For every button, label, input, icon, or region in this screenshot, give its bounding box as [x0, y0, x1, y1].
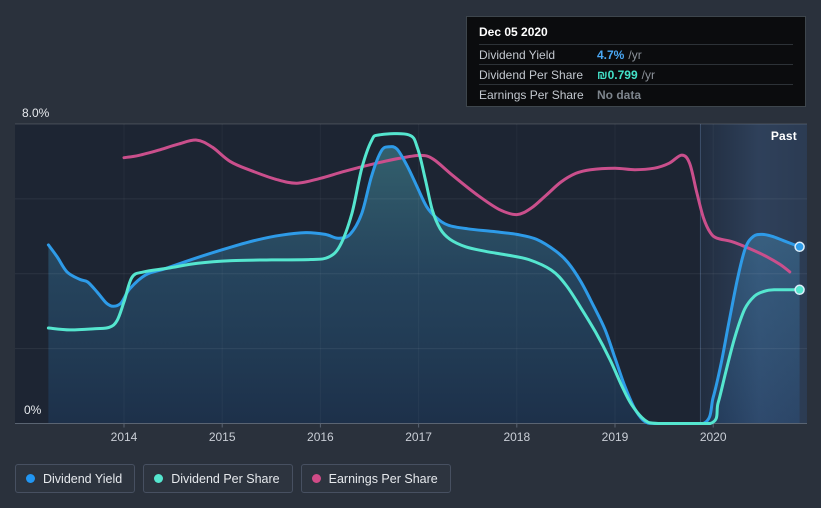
y-axis-label-bottom: 0% [24, 403, 42, 417]
x-axis-label: 2017 [405, 430, 432, 444]
dividend-yield-line [46, 145, 802, 425]
tooltip-row-suffix: /yr [628, 47, 642, 62]
tooltip-row-label: Dividend Yield [479, 47, 556, 62]
tooltip-row-label: Earnings Per Share [479, 87, 584, 102]
legend-item-dividend-per-share[interactable]: Dividend Per Share [143, 464, 293, 493]
chart-tooltip: Dec 05 2020 Dividend Yield 4.7% /yr Divi… [466, 16, 806, 107]
legend-item-label: Dividend Yield [43, 471, 123, 486]
legend-dot [311, 474, 321, 483]
x-axis-label: 2014 [110, 430, 138, 444]
x-axis-label: 2018 [503, 430, 531, 444]
dividend-yield-area [48, 146, 800, 424]
legend-item-label: Earnings Per Share [328, 471, 438, 486]
tooltip-date: Dec 05 2020 [479, 25, 548, 39]
x-axis-label: 2015 [208, 430, 236, 444]
dividend-per-share-line [46, 132, 802, 425]
earnings-per-share-line [122, 138, 792, 274]
dividend-per-share-end-marker [794, 284, 805, 296]
tooltip-row-label: Dividend Per Share [479, 67, 584, 82]
dividend-history-chart[interactable] [0, 0, 821, 455]
tooltip-row-suffix: /yr [641, 67, 655, 82]
tooltip-row: Dividend Per Share ₪0.799 /yr [479, 64, 793, 84]
tooltip-row: Earnings Per Share No data [479, 84, 793, 104]
tooltip-row-value: No data [597, 87, 642, 102]
chart-legend: Dividend Yield Dividend Per Share Earnin… [15, 464, 451, 493]
tooltip-row-value: ₪0.799 [597, 67, 638, 82]
tooltip-row-value: 4.7% [597, 47, 625, 62]
legend-dot [154, 474, 164, 483]
past-label: Past [770, 129, 797, 143]
legend-item-dividend-yield[interactable]: Dividend Yield [15, 464, 136, 493]
dividend-yield-end-marker [794, 241, 805, 253]
legend-item-label: Dividend Per Share [171, 471, 280, 486]
x-axis-labels: 2014 2015 2016 2017 2018 2019 2020 [0, 430, 821, 446]
legend-item-earnings-per-share[interactable]: Earnings Per Share [300, 464, 451, 493]
y-axis-label-top: 8.0% [22, 106, 50, 120]
legend-dot [26, 474, 35, 483]
x-axis-label: 2019 [601, 430, 629, 444]
x-axis-label: 2016 [307, 430, 334, 444]
x-axis-label: 2020 [699, 430, 727, 444]
tooltip-row: Dividend Yield 4.7% /yr [479, 44, 793, 64]
